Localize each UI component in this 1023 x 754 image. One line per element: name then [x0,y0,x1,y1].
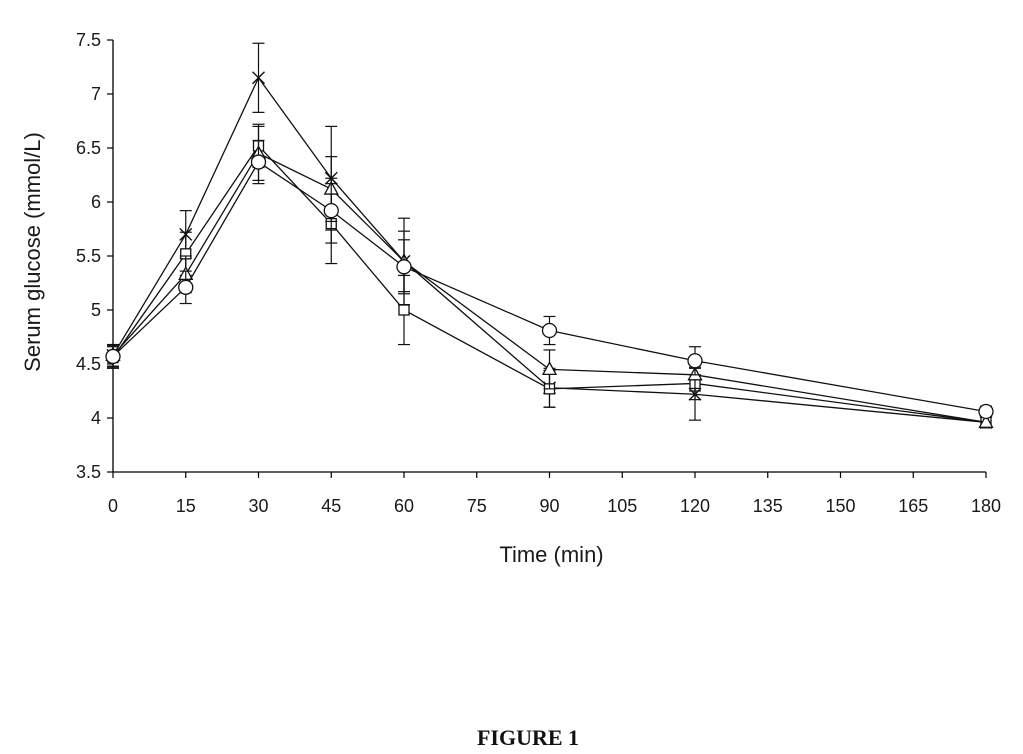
series-triangle [107,126,993,427]
x-tick-label: 120 [680,496,710,516]
x-tick-label: 105 [607,496,637,516]
y-tick-label: 4 [91,408,101,428]
x-axis: 0 15 30 45 60 75 90 105 120 135 150 165 180 Time (mi… [108,472,1001,567]
serum-glucose-chart: 0153045607590105120135150165180 Time (mi… [0,0,1023,754]
data-point-circle [688,354,702,368]
x-tick-label: 180 [971,496,1001,516]
x-tick-group: 0 15 30 45 60 75 90 105 120 135 150 165 180 [108,472,1001,516]
data-point-square [399,305,409,315]
plot-area [106,43,993,428]
x-tick-label: 150 [825,496,855,516]
y-tick-label: 7.5 [76,30,101,50]
y-tick-label: 6.5 [76,138,101,158]
x-tick-label: 30 [248,496,268,516]
y-axis: 3.5 4 4.5 5 5.5 6 6.5 7 7.5 Serum glucose (mmol/… [20,30,113,482]
y-tick-label: 6 [91,192,101,212]
y-tick-label: 5 [91,300,101,320]
data-point-circle [252,155,266,169]
x-tick-label: 45 [321,496,341,516]
x-tick-label: 90 [539,496,559,516]
x-tick-label: 15 [176,496,196,516]
y-tick-label: 7 [91,84,101,104]
data-point-circle [979,405,993,419]
y-tick-group: 3.5 4 4.5 5 5.5 6 6.5 7 7.5 [76,30,113,482]
data-point-circle [543,324,557,338]
data-point-circle [179,280,193,294]
x-axis-title: Time (min) [499,542,603,567]
data-point-circle [106,349,120,363]
y-tick-label: 4.5 [76,354,101,374]
data-point-circle [397,260,411,274]
data-point-circle [324,204,338,218]
x-tick-label: 165 [898,496,928,516]
y-tick-label: 5.5 [76,246,101,266]
x-tick-label: 60 [394,496,414,516]
figure-caption: FIGURE 1 [477,725,579,750]
x-tick-label: 0 [108,496,118,516]
y-tick-label: 3.5 [76,462,101,482]
x-tick-label: 135 [753,496,783,516]
y-axis-title: Serum glucose (mmol/L) [20,132,45,372]
x-tick-label: 75 [467,496,487,516]
